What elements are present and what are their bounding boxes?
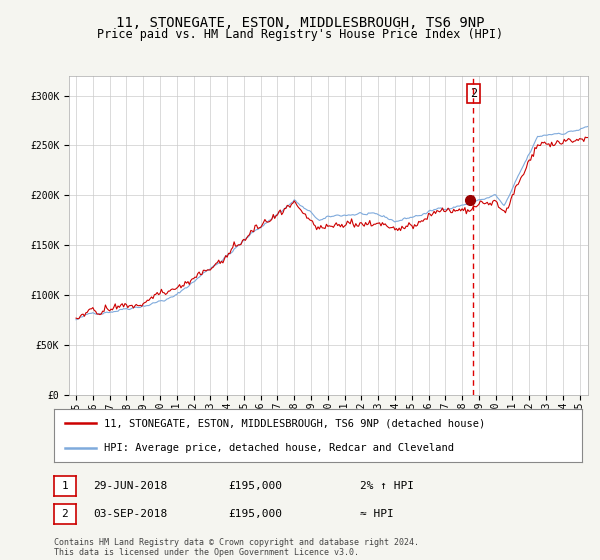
Text: 11, STONEGATE, ESTON, MIDDLESBROUGH, TS6 9NP (detached house): 11, STONEGATE, ESTON, MIDDLESBROUGH, TS6… (104, 418, 485, 428)
Text: 03-SEP-2018: 03-SEP-2018 (93, 509, 167, 519)
Text: 2% ↑ HPI: 2% ↑ HPI (360, 481, 414, 491)
Text: 1: 1 (61, 481, 68, 491)
Text: Contains HM Land Registry data © Crown copyright and database right 2024.
This d: Contains HM Land Registry data © Crown c… (54, 538, 419, 557)
Text: £195,000: £195,000 (228, 509, 282, 519)
Text: 2: 2 (61, 509, 68, 519)
Text: ≈ HPI: ≈ HPI (360, 509, 394, 519)
Text: Price paid vs. HM Land Registry's House Price Index (HPI): Price paid vs. HM Land Registry's House … (97, 28, 503, 41)
Text: 11, STONEGATE, ESTON, MIDDLESBROUGH, TS6 9NP: 11, STONEGATE, ESTON, MIDDLESBROUGH, TS6… (116, 16, 484, 30)
Text: 2: 2 (470, 87, 477, 100)
Text: 29-JUN-2018: 29-JUN-2018 (93, 481, 167, 491)
Text: £195,000: £195,000 (228, 481, 282, 491)
Text: HPI: Average price, detached house, Redcar and Cleveland: HPI: Average price, detached house, Redc… (104, 442, 454, 452)
